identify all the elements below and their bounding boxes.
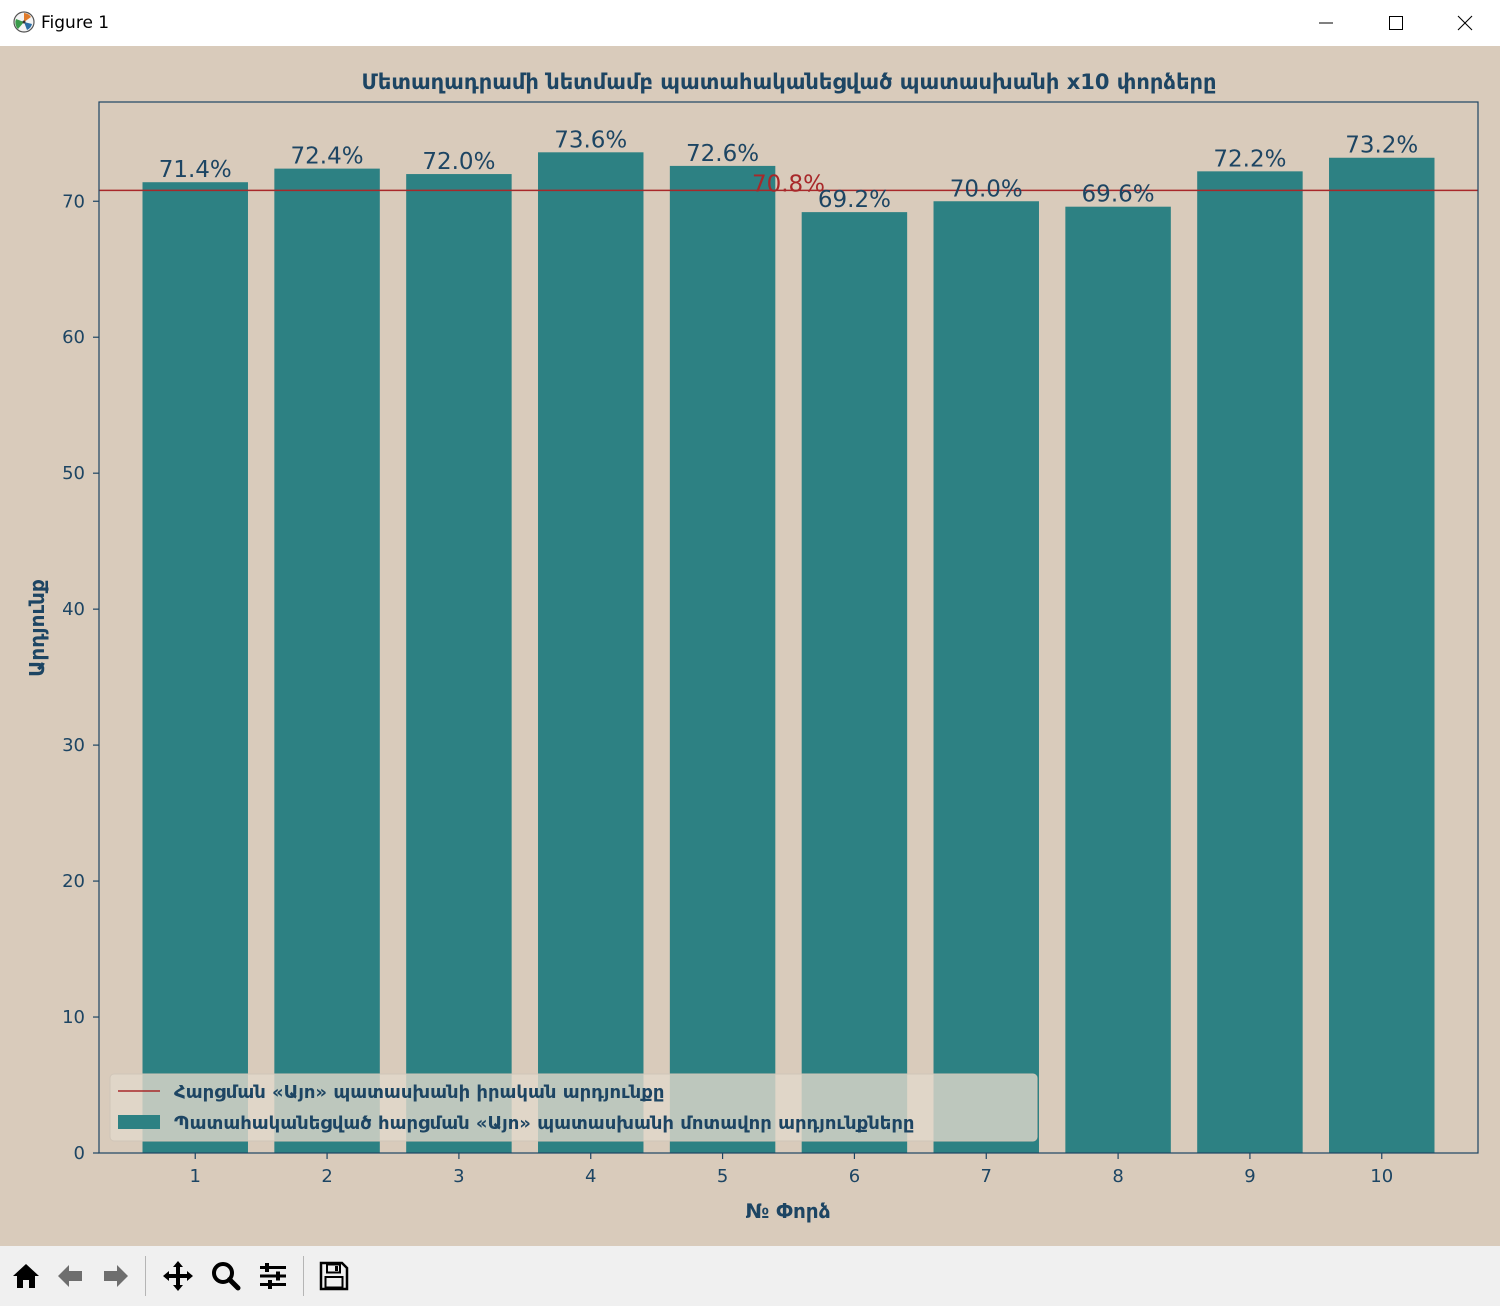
legend-bar-swatch [118,1115,160,1129]
bar-value-label: 69.2% [818,187,891,213]
bar-value-label: 73.6% [554,127,627,153]
y-tick-label: 50 [62,463,85,484]
toolbar-separator [303,1256,304,1296]
bar-value-label: 72.6% [686,141,759,167]
floppy-disk-icon [319,1261,349,1291]
forward-button[interactable] [94,1254,138,1298]
minimize-button[interactable] [1291,0,1361,46]
x-tick-label: 4 [585,1166,596,1187]
back-button[interactable] [48,1254,92,1298]
x-tick-label: 6 [849,1166,860,1187]
bar [142,182,248,1153]
reference-line-label: 70.8% [752,171,825,197]
y-axis-label: Արդյունք [25,579,49,677]
bar-value-label: 70.0% [950,176,1023,202]
home-icon [13,1264,39,1288]
y-tick-label: 20 [62,871,85,892]
x-tick-label: 7 [981,1166,992,1187]
arrow-left-icon [58,1265,82,1287]
magnifier-icon [212,1262,241,1291]
minimize-icon [1319,22,1333,24]
close-icon [1457,15,1473,31]
bar-value-label: 73.2% [1345,133,1418,159]
axes-frame [98,101,1479,1154]
maximize-icon [1389,16,1403,30]
bar [274,168,380,1153]
x-tick-label: 10 [1370,1166,1393,1187]
x-tick-label: 9 [1244,1166,1255,1187]
bar [1065,206,1171,1153]
x-tick-label: 3 [453,1166,464,1187]
configure-subplots-button[interactable] [251,1254,295,1298]
bar [669,165,776,1154]
bar [406,174,512,1154]
title-bar: Figure 1 [0,0,1500,46]
reference-layer: 70.8% [99,171,1478,197]
matplotlib-logo-icon [13,11,35,33]
navigation-toolbar [0,1246,1500,1306]
data-labels-layer: 71.4% 72.4% 72.0% 73.6% 72.6% 69.2% 70.0% 69.6%… [159,127,1419,213]
home-button[interactable] [4,1254,48,1298]
figure-canvas[interactable]: Մետաղադրամի նետմամբ պատահականեցված պատաս… [0,46,1500,1246]
bar [538,152,644,1154]
y-tick-label: 30 [62,735,85,756]
y-tick-label: 10 [62,1007,85,1028]
x-axis-label: № Փորձ [745,1199,830,1223]
pan-button[interactable] [156,1254,200,1298]
sliders-icon [260,1263,286,1289]
move-icon [163,1261,193,1291]
y-tick-label: 0 [74,1143,85,1164]
bar-value-label: 69.6% [1082,182,1155,208]
bar [1329,157,1435,1154]
x-tick-label: 1 [190,1166,201,1187]
legend: Հարցման «Այո» պատասխանի իրական արդյունքը… [109,1073,1038,1142]
y-ticks: 0 10 20 30 40 50 60 70 [62,191,99,1164]
x-ticks: 1 2 3 4 5 6 7 8 9 10 [190,1153,1393,1187]
legend-frame [109,1073,1038,1142]
y-tick-label: 40 [62,599,85,620]
bar-value-label: 72.0% [422,149,495,175]
bar [933,201,1039,1154]
zoom-button[interactable] [204,1254,248,1298]
arrow-right-icon [104,1265,128,1287]
close-button[interactable] [1430,0,1500,46]
x-tick-label: 2 [321,1166,332,1187]
x-tick-label: 5 [717,1166,728,1187]
bar [1197,171,1303,1153]
y-tick-label: 60 [62,327,85,348]
legend-entry-randomized: Պատահականեցված հարցման «Այո» պատասխանի մ… [174,1113,914,1134]
save-button[interactable] [312,1254,356,1298]
maximize-button[interactable] [1361,0,1431,46]
bar-value-label: 71.4% [159,157,232,183]
chart-title: Մետաղադրամի նետմամբ պատահականեցված պատաս… [361,70,1216,94]
legend-entry-actual: Հարցման «Այո» պատասխանի իրական արդյունքը [174,1082,664,1103]
bar-value-label: 72.4% [291,144,364,170]
y-tick-label: 70 [62,191,85,212]
bar-value-label: 72.2% [1213,146,1286,172]
bars-layer [142,152,1435,1154]
bar-chart: Մետաղադրամի նետմամբ պատահականեցված պատաս… [25,70,1479,1223]
bar [801,212,908,1153]
window-title: Figure 1 [41,13,110,33]
x-tick-label: 8 [1112,1166,1123,1187]
toolbar-separator [145,1256,146,1296]
